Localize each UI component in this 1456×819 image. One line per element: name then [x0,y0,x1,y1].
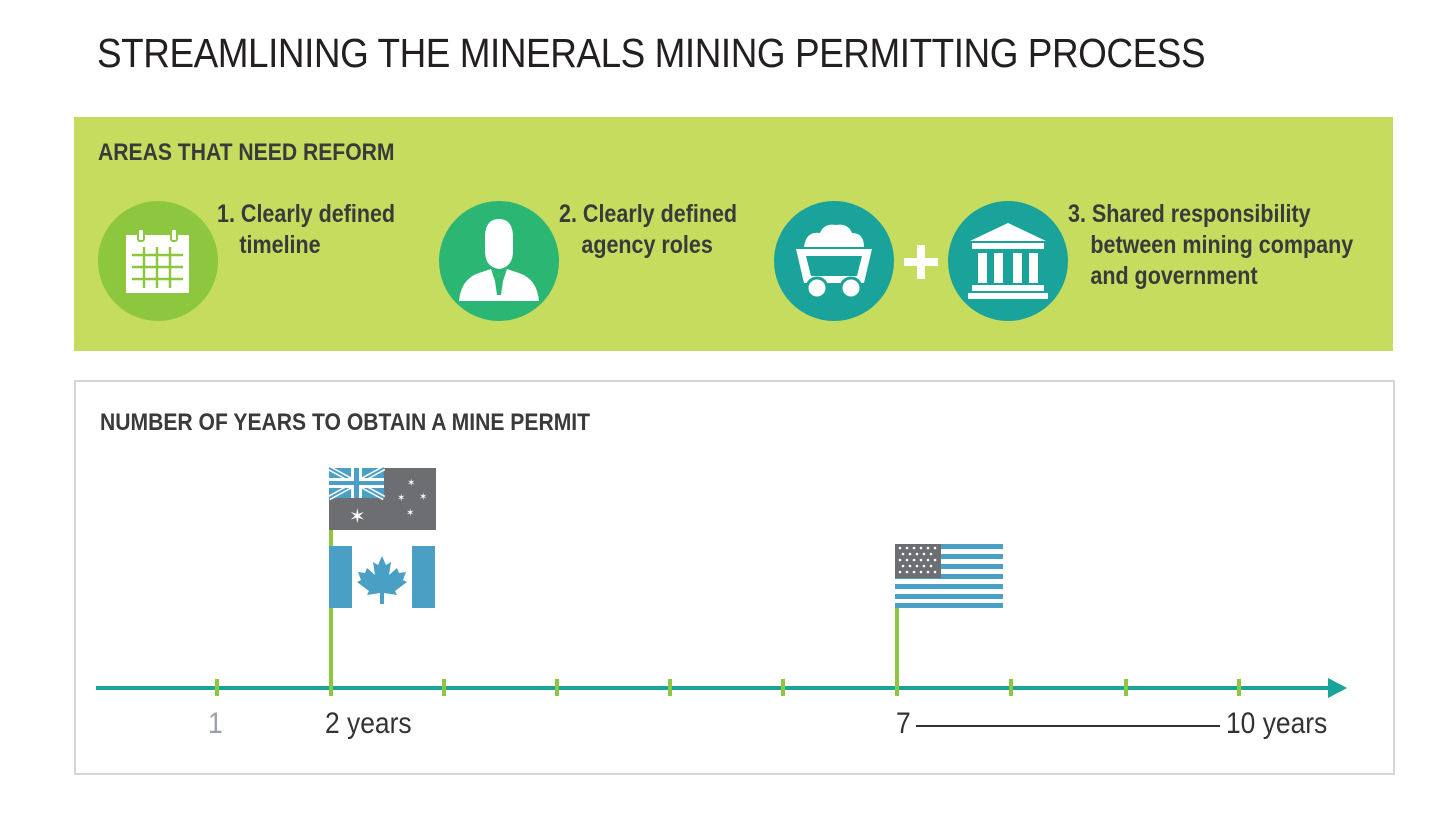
canada-flag-icon [329,546,435,608]
svg-text:✶: ✶ [406,508,414,519]
reform-item-line: between mining company [1090,231,1354,259]
reform-panel: AREAS THAT NEED REFORM 1. Clearly define… [74,117,1393,351]
tick-10 [1237,679,1241,696]
mine-cart-icon [796,224,872,300]
reform-item-shared: 3. Shared responsibility between mining … [1068,199,1353,292]
plus-icon [904,245,938,279]
page-title: STREAMLINING THE MINERALS MINING PERMITT… [97,30,1206,76]
svg-text:✶: ✶ [349,504,366,528]
reform-heading: AREAS THAT NEED REFORM [98,139,395,166]
tick-label-2-years: 2 years [325,707,412,740]
timeline-chart: ✶ ✶ ✶ ✶ ✶ [96,465,1347,727]
tick-4 [555,679,559,696]
tick-6 [781,679,785,696]
calendar-circle [98,201,218,321]
reform-item-number: 1. [217,200,235,228]
svg-text:✶: ✶ [419,492,427,503]
tick-2 [329,679,333,696]
mine-cart-circle [774,201,894,321]
reform-item-line: timeline [239,231,321,259]
reform-item-roles: 2. Clearly defined agency roles [559,199,737,261]
reform-item-line: Shared responsibility [1091,200,1311,228]
reform-item-line: Clearly defined [582,200,738,228]
reform-item-timeline: 1. Clearly defined timeline [217,199,395,261]
person-circle [439,201,559,321]
tick-1 [215,679,219,696]
tick-label-1: 1 [208,707,223,740]
timeline-ticks [215,679,1241,696]
flag-pole-7-years [895,600,899,690]
timeline-heading: NUMBER OF YEARS TO OBTAIN A MINE PERMIT [100,409,591,436]
reform-item-line: Clearly defined [240,200,396,228]
tick-3 [442,679,446,696]
timeline-arrowhead [1328,678,1347,698]
calendar-icon [126,228,189,293]
reform-item-number: 3. [1068,200,1086,228]
reform-item-line: and government [1090,262,1258,290]
tick-8 [1009,679,1013,696]
tick-7 [895,679,899,696]
reform-item-line: agency roles [581,231,713,259]
tick-label-10-years: 10 years [1226,707,1328,740]
svg-text:✶: ✶ [407,478,415,489]
australia-flag-icon: ✶ ✶ ✶ ✶ ✶ [327,465,436,530]
tick-5 [668,679,672,696]
tick-label-7: 7 [896,707,911,740]
svg-text:✶: ✶ [397,493,405,504]
government-building-circle [948,201,1068,321]
person-icon [459,219,539,301]
tick-9 [1124,679,1128,696]
years-panel: NUMBER OF YEARS TO OBTAIN A MINE PERMIT … [74,380,1395,775]
reform-item-number: 2. [559,200,577,228]
usa-flag-icon [895,544,1003,608]
government-building-icon [968,223,1048,299]
